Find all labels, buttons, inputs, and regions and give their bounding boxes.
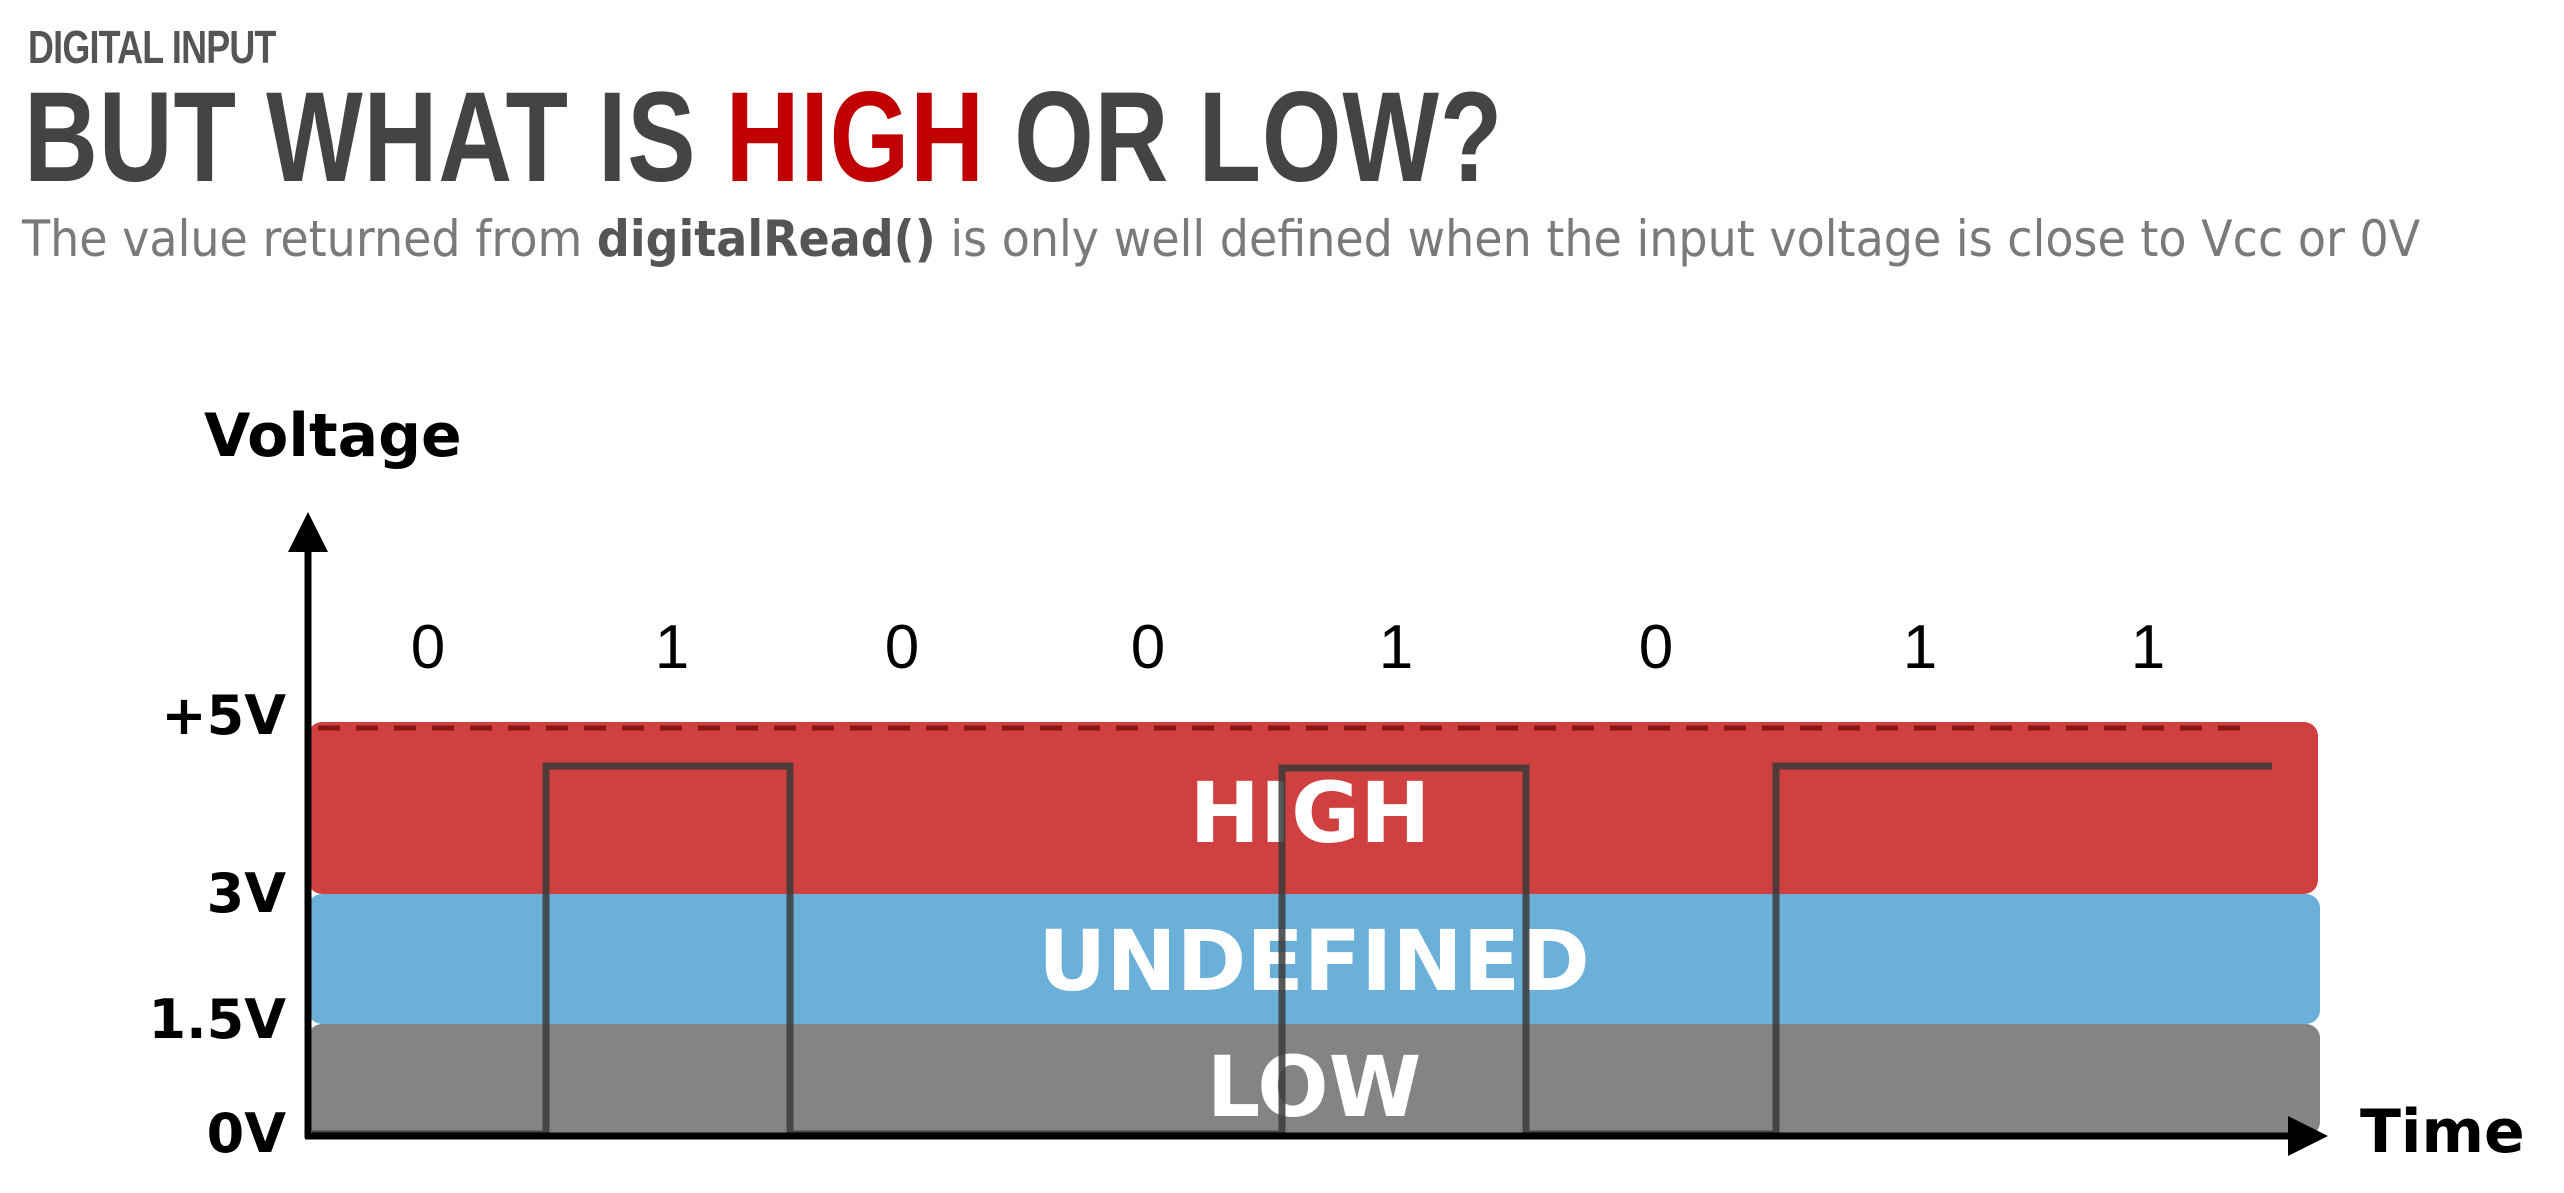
voltage-label-1-5v: 1.5V bbox=[149, 988, 287, 1051]
title-suffix: OR LOW? bbox=[984, 66, 1504, 209]
signal-waveform bbox=[312, 762, 2272, 1138]
bit-label: 0 bbox=[411, 613, 445, 682]
subtitle-prefix: The value returned from bbox=[22, 210, 597, 268]
page-title: BUT WHAT IS HIGH OR LOW? bbox=[24, 74, 1503, 202]
title-accent: HIGH bbox=[725, 66, 985, 209]
bit-label: 1 bbox=[655, 613, 689, 682]
bit-label: 1 bbox=[1903, 613, 1937, 682]
zone-low-label: LOW bbox=[1207, 1038, 1422, 1136]
y-axis-arrow bbox=[288, 512, 328, 552]
voltage-label-5v: +5V bbox=[161, 684, 286, 747]
zone-undefined bbox=[308, 894, 2320, 1024]
subtitle-suffix: is only well defined when the input volt… bbox=[935, 210, 2421, 268]
x-axis-label: Time bbox=[2360, 1097, 2525, 1167]
x-axis-arrow bbox=[2288, 1116, 2328, 1156]
bit-label: 0 bbox=[1639, 613, 1673, 682]
bit-label: 0 bbox=[885, 613, 919, 682]
zone-low bbox=[308, 1024, 2320, 1136]
bit-label: 1 bbox=[2131, 613, 2165, 682]
bit-label: 0 bbox=[1131, 613, 1165, 682]
page-subtitle: The value returned from digitalRead() is… bbox=[22, 210, 2420, 268]
subtitle-code: digitalRead() bbox=[596, 210, 936, 268]
title-prefix: BUT WHAT IS bbox=[24, 66, 726, 209]
voltage-label-0v: 0V bbox=[207, 1102, 287, 1165]
voltage-label-3v: 3V bbox=[207, 862, 287, 925]
y-axis-label: Voltage bbox=[204, 401, 462, 471]
zone-undefined-label: UNDEFINED bbox=[1038, 912, 1590, 1010]
eyebrow-label: DIGITAL INPUT bbox=[28, 21, 276, 73]
bit-label: 1 bbox=[1379, 613, 1413, 682]
zone-high-label: HIGH bbox=[1190, 764, 1431, 862]
